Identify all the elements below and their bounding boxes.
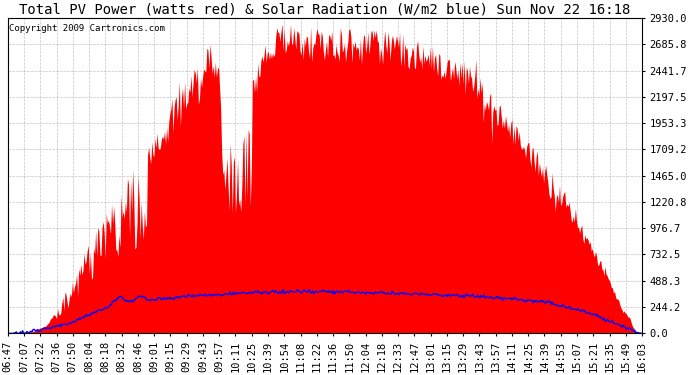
Title: Total PV Power (watts red) & Solar Radiation (W/m2 blue) Sun Nov 22 16:18: Total PV Power (watts red) & Solar Radia… — [19, 3, 631, 17]
Text: Copyright 2009 Cartronics.com: Copyright 2009 Cartronics.com — [9, 24, 165, 33]
